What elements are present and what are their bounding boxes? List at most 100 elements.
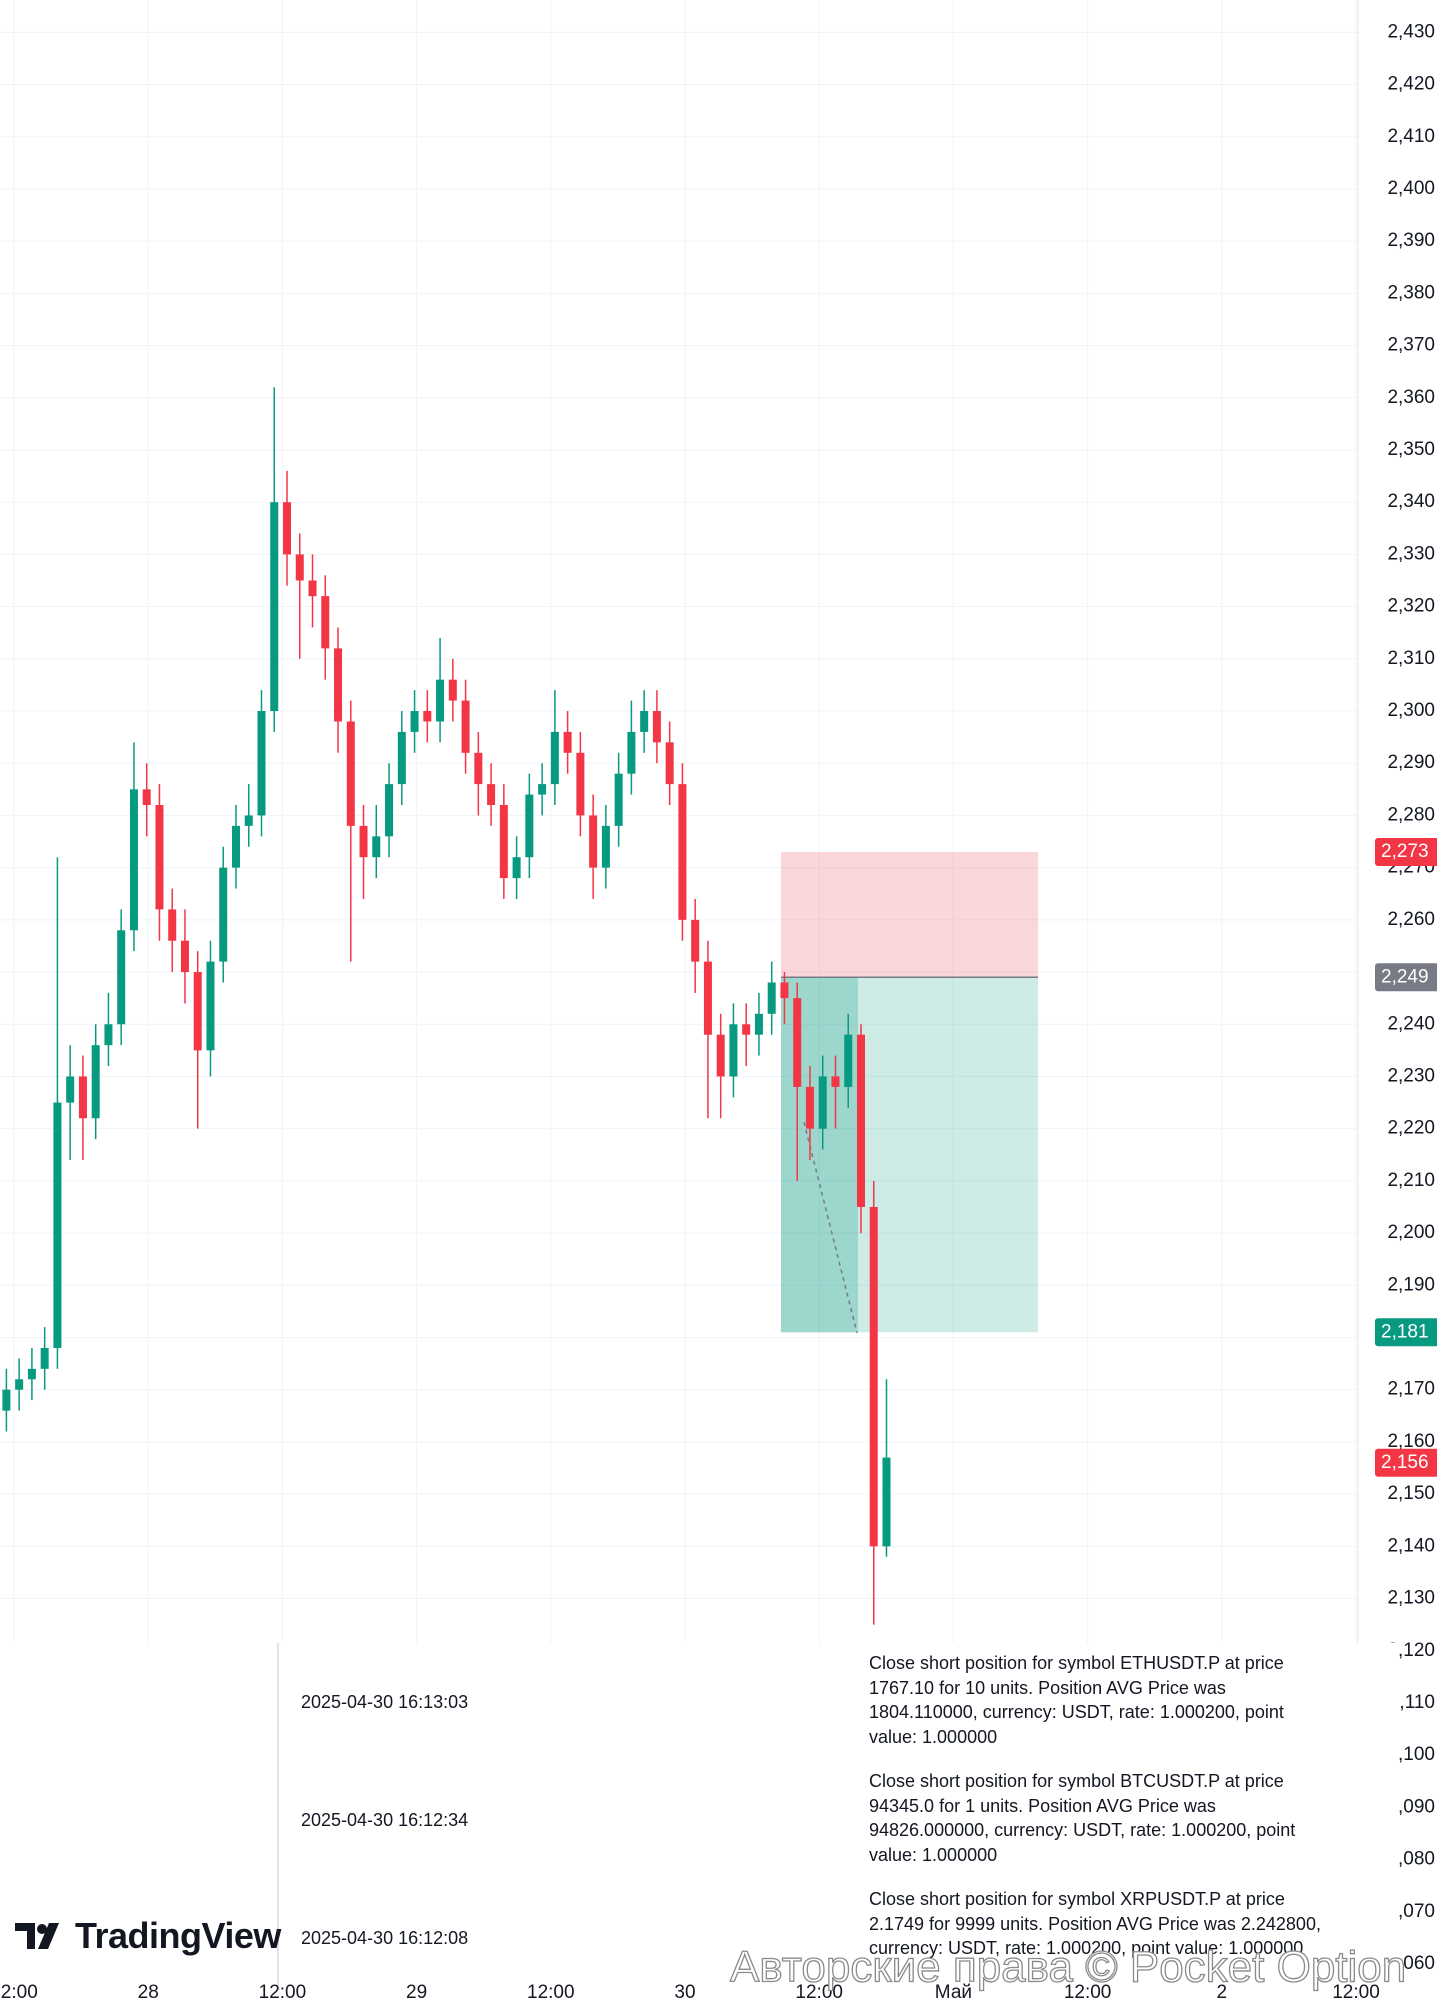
- candle-body: [436, 679, 445, 722]
- candle-body: [742, 1024, 751, 1035]
- candle-body: [805, 1086, 814, 1129]
- candle-body: [104, 1024, 113, 1046]
- candle-body: [15, 1379, 24, 1390]
- candle-body: [487, 784, 496, 805]
- brand-name: TradingView: [75, 1915, 281, 1956]
- candle-body: [856, 1034, 865, 1207]
- candle-body: [691, 919, 700, 962]
- y-tick-label: 2,350: [1387, 439, 1435, 460]
- candle-body: [563, 731, 572, 753]
- candle-body: [206, 961, 215, 1051]
- candle-body: [499, 804, 508, 879]
- y-tick-label: 2,130: [1387, 1588, 1435, 1609]
- y-tick-label: 2,160: [1387, 1431, 1435, 1452]
- y-tick-label: 2,400: [1387, 178, 1435, 199]
- entry-tag: [1375, 963, 1437, 992]
- candle-body: [410, 711, 419, 732]
- y-tick-label: 2,390: [1387, 230, 1435, 251]
- target-tag: [1375, 1318, 1437, 1347]
- log-panel: 2025-04-30 16:13:03 Close short position …: [0, 1643, 1399, 1990]
- y-tick-label: 2,140: [1387, 1535, 1435, 1556]
- candle-body: [283, 502, 292, 555]
- candle-body: [142, 789, 151, 805]
- candle-body: [372, 836, 381, 858]
- candle-body: [346, 721, 355, 826]
- y-tick-label: 2,200: [1387, 1222, 1435, 1243]
- y-tick-label: 2,060: [1387, 1953, 1435, 1974]
- candle-body: [334, 648, 343, 722]
- candle-body: [589, 815, 598, 868]
- candle-body: [652, 711, 661, 743]
- candle-body: [193, 972, 202, 1051]
- candle-body: [882, 1457, 891, 1547]
- candle-body: [627, 731, 636, 774]
- candle-body: [538, 784, 547, 795]
- candle-body: [461, 700, 470, 753]
- candle-body: [614, 773, 623, 826]
- target-tag-label: 2,181: [1381, 1321, 1429, 1342]
- y-tick-label: 2,370: [1387, 335, 1435, 356]
- candle-body: [601, 825, 610, 868]
- candle-body: [2, 1389, 11, 1411]
- y-tick-label: 2,320: [1387, 596, 1435, 617]
- candle-body: [703, 961, 712, 1035]
- y-tick-label: 2,230: [1387, 1065, 1435, 1086]
- candle-body: [244, 815, 253, 826]
- candle-body: [117, 930, 126, 1025]
- candle-body: [270, 502, 279, 712]
- candle-body: [231, 825, 240, 868]
- entry-tag-label: 2,249: [1381, 966, 1429, 987]
- y-tick-label: 2,070: [1387, 1901, 1435, 1922]
- candle-body: [168, 909, 177, 941]
- candle-body: [869, 1206, 878, 1547]
- last-price-tag-label: 2,156: [1381, 1452, 1429, 1473]
- candle-body: [155, 804, 164, 910]
- candle-body: [831, 1076, 840, 1087]
- last-price-tag: [1375, 1448, 1437, 1477]
- candle-body: [385, 784, 394, 837]
- y-tick-label: 2,100: [1387, 1744, 1435, 1765]
- candle-body: [308, 580, 317, 597]
- y-tick-label: 2,110: [1389, 1692, 1435, 1713]
- candle-body: [767, 982, 776, 1014]
- candle-body: [40, 1347, 49, 1369]
- candle-body: [257, 711, 266, 816]
- y-tick-label: 2,240: [1387, 1013, 1435, 1034]
- y-tick-label: 2,430: [1387, 21, 1435, 42]
- y-tick-label: 2,260: [1387, 909, 1435, 930]
- candle-body: [474, 752, 483, 785]
- candle-body: [818, 1076, 827, 1129]
- candle-body: [78, 1076, 87, 1119]
- candle-body: [665, 742, 674, 785]
- y-tick-label: 2,420: [1387, 74, 1435, 95]
- candle-body: [716, 1034, 725, 1077]
- candle-body: [678, 784, 687, 920]
- candle-body: [53, 1102, 62, 1348]
- candle-body: [550, 731, 559, 785]
- y-tick-label: 2,150: [1387, 1483, 1435, 1504]
- target-zone: [781, 977, 1038, 1333]
- log-row: 2025-04-30 16:12:08 Close short position …: [0, 1879, 1399, 1997]
- candle-body: [780, 982, 789, 999]
- y-tick-label: 2,410: [1387, 126, 1435, 147]
- y-tick-label: 2,220: [1387, 1118, 1435, 1139]
- y-tick-label: 2,300: [1387, 700, 1435, 721]
- divider: [277, 1643, 279, 1990]
- y-tick-label: 2,340: [1387, 491, 1435, 512]
- y-tick-label: 2,360: [1387, 387, 1435, 408]
- log-message: Close short position for symbol BTCUSDT.…: [869, 1771, 1296, 1865]
- candle-body: [576, 752, 585, 816]
- y-tick-label: 2,190: [1387, 1274, 1435, 1295]
- candle-body: [91, 1045, 100, 1119]
- candle-body: [793, 998, 802, 1087]
- candle-body: [321, 596, 330, 649]
- log-row: 2025-04-30 16:12:34 Close short position …: [0, 1761, 1399, 1879]
- candle-body: [423, 711, 432, 722]
- candle-body: [729, 1024, 738, 1077]
- candle-body: [512, 857, 521, 879]
- log-message: Close short position for symbol ETHUSDT.…: [869, 1653, 1284, 1747]
- candle-body: [640, 711, 649, 732]
- y-tick-label: 2,080: [1387, 1849, 1435, 1870]
- filled-zone: [781, 977, 858, 1333]
